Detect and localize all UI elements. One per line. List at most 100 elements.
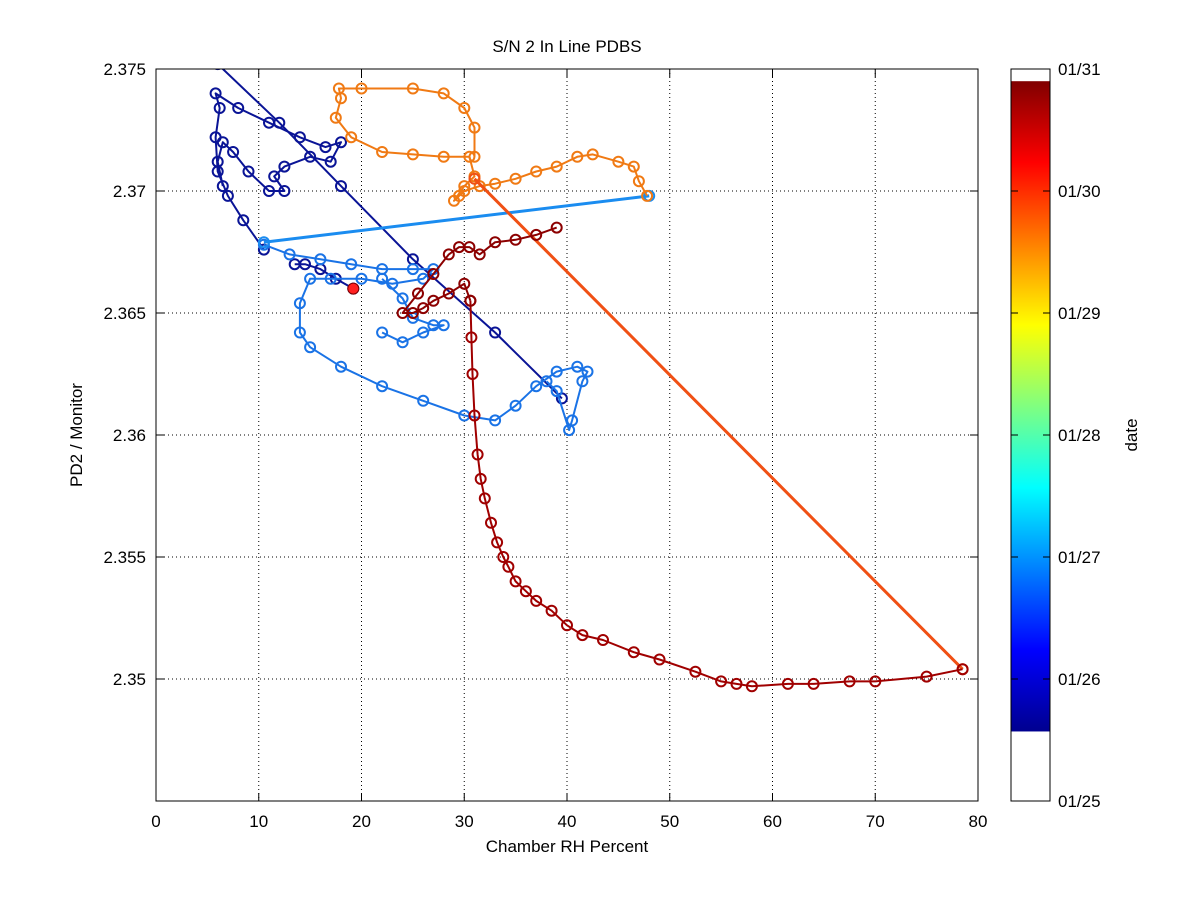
data-point (485, 516, 497, 529)
series-line (381, 278, 445, 344)
data-point (576, 375, 589, 388)
colorbar-label: date (1122, 418, 1141, 451)
data-point (627, 646, 640, 659)
data-point (464, 294, 477, 307)
data-point (491, 536, 504, 549)
data-point (304, 341, 317, 354)
data-point (227, 146, 240, 158)
data-point (345, 258, 358, 271)
data-point (586, 148, 599, 161)
data-point (304, 272, 317, 285)
data-point (213, 102, 226, 114)
y-tick-label: 2.375 (103, 60, 146, 79)
data-point (509, 575, 522, 588)
data-point (530, 228, 543, 241)
data-point (730, 677, 743, 690)
data-point (545, 604, 558, 617)
chart-title: S/N 2 In Line PDBS (492, 37, 641, 56)
data-point (288, 258, 301, 271)
data-point (465, 331, 478, 344)
colorbar-tick-label: 01/27 (1058, 548, 1101, 567)
data-point (571, 150, 584, 163)
series-line (214, 92, 342, 251)
data-point (396, 307, 409, 319)
data-point (268, 170, 281, 183)
data-point (304, 150, 317, 163)
data-point (581, 365, 594, 378)
data-point (448, 194, 460, 207)
data-point (332, 82, 345, 95)
data-point (406, 148, 419, 161)
y-tick-label: 2.365 (103, 304, 146, 323)
data-point (497, 551, 510, 563)
data-point (214, 69, 222, 71)
data-point (563, 424, 576, 437)
data-point (489, 177, 502, 190)
series-line (469, 300, 963, 688)
data-point (417, 394, 430, 407)
data-point (468, 172, 481, 185)
colorbar-tick-label: 01/25 (1058, 792, 1101, 811)
data-point (612, 155, 625, 168)
data-point (345, 131, 358, 144)
y-axis: 2.35 2.355 2.36 2.365 2.37 2.375 (103, 60, 978, 689)
x-tick-label: 70 (866, 812, 885, 831)
colorbar-tick-label: 01/31 (1058, 60, 1101, 79)
data-point (489, 326, 502, 339)
data-point (216, 136, 229, 149)
data-point (509, 399, 522, 412)
data-point (530, 165, 543, 178)
data-point (221, 189, 234, 202)
data-point (550, 385, 563, 398)
data-point (278, 185, 291, 197)
data-point (571, 360, 584, 373)
data-point (396, 336, 409, 349)
data-point (468, 409, 481, 422)
data-point (417, 302, 430, 315)
data-point (689, 665, 702, 678)
data-point (209, 87, 222, 100)
data-point (211, 155, 224, 168)
y-tick-label: 2.37 (113, 182, 146, 201)
data-point (550, 160, 563, 173)
series-5 (376, 272, 450, 349)
y-axis-label: PD2 / Monitor (67, 383, 86, 487)
data-point (293, 326, 306, 339)
data-point (293, 131, 306, 144)
data-point (335, 180, 347, 193)
data-point (561, 619, 573, 632)
data-point (458, 102, 471, 114)
grid (156, 69, 978, 801)
data-point (442, 287, 455, 300)
data-point (437, 87, 450, 100)
series-3 (209, 87, 347, 256)
data-point (355, 82, 368, 95)
data-point (653, 653, 666, 666)
data-point (314, 253, 327, 266)
data-point (355, 272, 368, 285)
colorbar-tick-label: 01/30 (1058, 182, 1101, 201)
x-axis: 0 10 20 30 40 50 60 70 80 (151, 69, 987, 831)
series-9 (464, 294, 969, 693)
data-point (376, 272, 389, 285)
series-8 (468, 172, 969, 676)
data-point (519, 585, 532, 598)
data-point (232, 102, 245, 114)
colorbar-gradient (1011, 81, 1050, 732)
data-point (843, 675, 856, 688)
data-point (335, 360, 347, 373)
y-tick-label: 2.355 (103, 548, 146, 567)
data-point (324, 155, 337, 168)
data-point (489, 236, 502, 249)
data-point (257, 236, 270, 249)
data-point (458, 180, 471, 193)
data-point (550, 365, 563, 378)
data-point (263, 185, 275, 197)
data-point (242, 165, 255, 178)
data-point (442, 248, 455, 261)
series-line (334, 87, 648, 202)
data-point (576, 629, 589, 642)
series-line (263, 194, 650, 244)
data-point (216, 180, 229, 193)
highlight-point (347, 282, 360, 295)
